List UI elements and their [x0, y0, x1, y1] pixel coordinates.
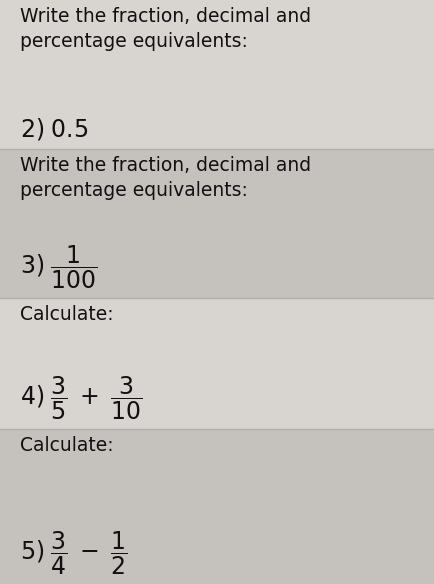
Text: Write the fraction, decimal and
percentage equivalents:: Write the fraction, decimal and percenta…	[20, 7, 310, 51]
Bar	[0, 149, 434, 298]
Text: $3)\;\dfrac{1}{100}$: $3)\;\dfrac{1}{100}$	[20, 244, 97, 291]
Text: Calculate:: Calculate:	[20, 305, 113, 324]
Text: Write the fraction, decimal and
percentage equivalents:: Write the fraction, decimal and percenta…	[20, 156, 310, 200]
Text: Calculate:: Calculate:	[20, 436, 113, 456]
Bar	[0, 298, 434, 429]
Bar	[0, 429, 434, 584]
Bar	[0, 0, 434, 149]
Text: $2)\;\mathsf{0.5}$: $2)\;\mathsf{0.5}$	[20, 116, 88, 142]
Text: $5)\;\dfrac{3}{4}\;-\;\dfrac{1}{2}$: $5)\;\dfrac{3}{4}\;-\;\dfrac{1}{2}$	[20, 530, 127, 577]
Text: $4)\;\dfrac{3}{5}\;+\;\dfrac{3}{10}$: $4)\;\dfrac{3}{5}\;+\;\dfrac{3}{10}$	[20, 375, 142, 422]
